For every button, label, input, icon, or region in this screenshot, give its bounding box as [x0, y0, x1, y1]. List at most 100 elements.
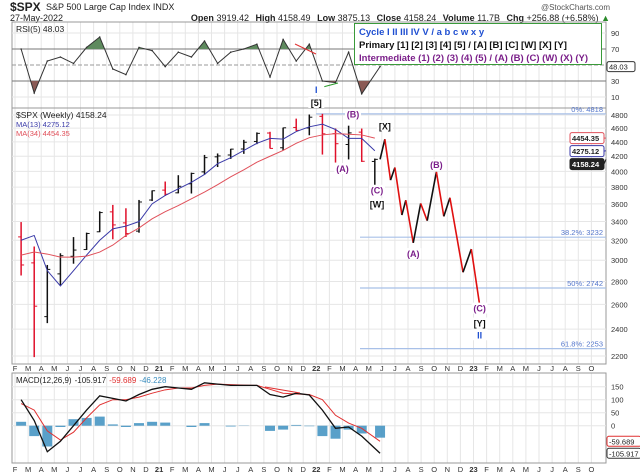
wave-label-bg: [308, 84, 325, 95]
wave-label-bg: [376, 120, 393, 132]
x-tick-label-macd: O: [431, 465, 437, 474]
rsi-divergence-line: [322, 82, 339, 88]
low-label: Low: [317, 13, 336, 23]
macd-title: MACD(12,26,9) -105.917 -59.689 -46.228: [16, 376, 167, 385]
macd-line: [20, 382, 381, 454]
x-tick-label: J: [79, 364, 83, 373]
price-bar: [345, 125, 352, 160]
macd-histogram-bar: [107, 424, 118, 426]
signal-current-label: -59.689: [609, 437, 634, 446]
macd-histogram-bar: [186, 425, 197, 427]
x-tick-label: 23: [469, 364, 477, 373]
x-tick-label: M: [497, 364, 503, 373]
macd-histogram-bar: [147, 421, 158, 426]
x-tick-label-macd: S: [419, 465, 424, 474]
wave-label: [Y]: [474, 319, 486, 329]
x-tick-label-macd: M: [497, 465, 503, 474]
chg-label: Chg: [506, 13, 524, 23]
x-tick-label: M: [208, 364, 214, 373]
x-tick-label-macd: J: [550, 465, 554, 474]
wave-label: I: [315, 85, 318, 95]
open-label: Open: [190, 13, 214, 23]
wave-label: (B): [430, 160, 443, 170]
ohlc-summary: Open 3919.42 High 4158.49 Low 3875.13 Cl…: [187, 13, 610, 23]
x-tick-label: A: [563, 364, 568, 373]
price-panel: [11, 107, 607, 365]
rsi-point: [177, 51, 180, 53]
x-tick-label: J: [550, 364, 554, 373]
x-tick-label-macd: S: [576, 465, 581, 474]
x-tick-label: A: [405, 364, 410, 373]
macd-histogram-bar: [317, 425, 328, 437]
x-tick-label-macd: M: [182, 465, 188, 474]
rsi-point: [112, 68, 114, 70]
macd-histogram-bar: [291, 424, 302, 426]
x-tick-label: 21: [155, 364, 163, 373]
macd-histogram-bar: [42, 425, 53, 447]
x-tick-label-macd: A: [405, 465, 410, 474]
histogram-value: -46.228: [139, 376, 167, 385]
macd-tick-label: 0: [611, 422, 615, 431]
macd-tick-label: 150: [611, 383, 624, 392]
rsi-point: [151, 49, 153, 52]
x-tick-label-macd: S: [104, 465, 109, 474]
x-tick-label-macd: D: [143, 465, 149, 474]
wave-label: (C): [371, 186, 384, 196]
rsi-point: [243, 48, 245, 50]
price-tick-label: 2200: [611, 352, 628, 361]
x-tick-label-macd: M: [51, 465, 57, 474]
x-tick-label-macd: F: [13, 465, 18, 474]
x-tick-label: A: [39, 364, 44, 373]
macd-current-badge: [606, 447, 640, 459]
macd-value: -105.917: [75, 376, 107, 385]
price-bar: [214, 153, 221, 168]
price-bar: [70, 237, 77, 264]
x-tick-label: N: [287, 364, 292, 373]
macd-current-label: -105.917: [609, 449, 639, 458]
fib-level-label: 50%: 2742: [567, 279, 603, 288]
wave-label: [5]: [311, 98, 322, 108]
macd-histogram-bar: [81, 417, 92, 426]
wave-label: (A): [407, 249, 420, 259]
price-bar: [18, 222, 25, 276]
price-bar: [240, 139, 247, 154]
x-tick-label-macd: J: [537, 465, 541, 474]
price-bar: [371, 158, 378, 187]
x-tick-label: N: [130, 364, 135, 373]
rsi-point: [334, 81, 337, 84]
rsi-current-label: 48.03: [609, 63, 628, 72]
x-tick-label: S: [261, 364, 266, 373]
x-tick-label: S: [419, 364, 424, 373]
x-tick-label-macd: D: [458, 465, 464, 474]
projection-segment: [394, 167, 403, 216]
x-tick-label: M: [366, 364, 372, 373]
projection-segment: [435, 171, 445, 217]
x-tick-label: D: [143, 364, 149, 373]
x-tick-label: S: [104, 364, 109, 373]
ma34-current-label: 4454.35: [572, 134, 599, 143]
x-tick-label-macd: J: [380, 465, 384, 474]
macd-tick-label: 50: [611, 409, 619, 418]
price-tick-label: 4600: [611, 124, 628, 133]
open-value: 3919.42: [216, 13, 249, 23]
x-tick-label: F: [327, 364, 332, 373]
x-tick-label: M: [182, 364, 188, 373]
brand-watermark[interactable]: @StockCharts.com: [540, 3, 610, 12]
x-tick-label: J: [537, 364, 541, 373]
rsi-tick-label: 90: [611, 29, 619, 38]
price-tick-label: 3000: [611, 256, 628, 265]
x-tick-label: M: [25, 364, 31, 373]
macd-histogram-bar: [304, 425, 315, 427]
rsi-point: [59, 56, 62, 58]
x-tick-label: O: [274, 364, 280, 373]
macd-title-name: MACD(12,26,9): [16, 376, 72, 385]
price-bar: [122, 208, 129, 237]
macd-histogram-bar: [29, 425, 40, 437]
rsi-point: [282, 38, 284, 41]
price-bar: [96, 211, 103, 233]
price-bar: [31, 246, 38, 358]
price-tick-label: 3200: [611, 236, 628, 245]
rsi-divergence-line: [294, 43, 317, 55]
projection-segment: [389, 167, 396, 181]
x-tick-label-macd: 22: [312, 465, 320, 474]
